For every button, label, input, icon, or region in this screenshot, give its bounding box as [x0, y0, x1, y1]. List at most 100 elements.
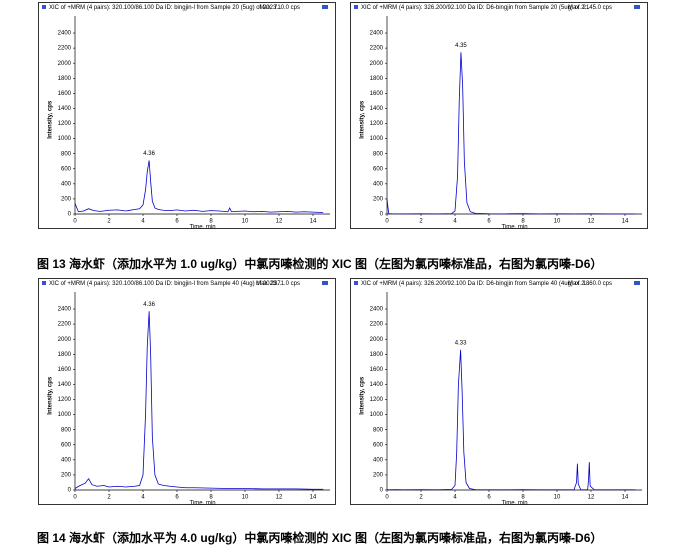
- x-tick-label: 2: [107, 219, 111, 225]
- x-tick-label: 4: [453, 495, 457, 501]
- x-axis-label: Time, min: [501, 501, 527, 505]
- y-tick-label: 1200: [58, 397, 72, 403]
- y-tick-label: 2400: [58, 307, 72, 313]
- header: XIC of +MRM (4 pairs): 320.100/86.100 Da…: [49, 5, 282, 11]
- y-tick-label: 1000: [370, 412, 384, 418]
- y-tick-label: 800: [61, 427, 72, 433]
- chromatogram: XIC of +MRM (4 pairs): 326.200/92.100 Da…: [350, 2, 648, 229]
- x-tick-label: 4: [141, 495, 145, 501]
- y-axis-label: Intensity, cps: [48, 100, 54, 139]
- x-tick-label: 2: [419, 495, 423, 501]
- y-tick-label: 1400: [370, 382, 384, 388]
- header-icon: [322, 5, 328, 9]
- header-icon: [354, 281, 358, 285]
- x-tick-label: 8: [521, 495, 525, 501]
- x-tick-label: 12: [588, 495, 595, 501]
- y-tick-label: 2200: [370, 46, 384, 52]
- y-tick-label: 1600: [370, 91, 384, 97]
- y-tick-label: 1400: [58, 382, 72, 388]
- x-axis-label: Time, min: [189, 501, 215, 505]
- y-axis-label: Intensity, cps: [360, 376, 366, 415]
- frame: [38, 278, 336, 505]
- y-tick-label: 1600: [370, 367, 384, 373]
- y-tick-label: 1200: [58, 121, 72, 127]
- y-tick-label: 0: [380, 488, 384, 494]
- x-axis-label: Time, min: [501, 225, 527, 229]
- x-tick-label: 14: [310, 495, 317, 501]
- x-tick-label: 6: [175, 219, 179, 225]
- header: XIC of +MRM (4 pairs): 326.200/92.100 Da…: [361, 5, 590, 11]
- x-tick-label: 4: [453, 219, 457, 225]
- y-tick-label: 0: [68, 488, 72, 494]
- x-axis-label: Time, min: [189, 225, 215, 229]
- header-icon: [634, 5, 640, 9]
- trace: [386, 349, 636, 491]
- x-tick-label: 14: [622, 495, 629, 501]
- frame: [350, 278, 648, 505]
- y-tick-label: 1200: [370, 397, 384, 403]
- y-tick-label: 200: [61, 472, 72, 478]
- peak-label: 4.35: [455, 43, 467, 49]
- y-tick-label: 200: [373, 196, 384, 202]
- frame: [350, 2, 648, 229]
- y-tick-label: 1600: [58, 367, 72, 373]
- max-label: Max. 2371.0 cps: [256, 281, 300, 287]
- y-tick-label: 2400: [370, 307, 384, 313]
- x-tick-label: 10: [554, 219, 561, 225]
- y-tick-label: 800: [373, 427, 384, 433]
- x-tick-label: 2: [107, 495, 111, 501]
- y-tick-label: 200: [61, 196, 72, 202]
- x-tick-label: 8: [209, 495, 213, 501]
- y-tick-label: 400: [373, 457, 384, 463]
- header-icon: [634, 281, 640, 285]
- x-tick-label: 12: [588, 219, 595, 225]
- frame: [38, 2, 336, 229]
- y-tick-label: 600: [373, 442, 384, 448]
- x-tick-label: 10: [242, 495, 249, 501]
- x-tick-label: 2: [419, 219, 423, 225]
- y-tick-label: 600: [61, 442, 72, 448]
- x-tick-label: 6: [487, 219, 491, 225]
- y-tick-label: 2400: [370, 31, 384, 37]
- x-tick-label: 8: [521, 219, 525, 225]
- y-tick-label: 1800: [58, 352, 72, 358]
- y-tick-label: 2400: [58, 31, 72, 37]
- y-tick-label: 1000: [370, 136, 384, 142]
- y-tick-label: 2200: [58, 322, 72, 328]
- x-tick-label: 6: [487, 495, 491, 501]
- x-tick-label: 0: [73, 495, 77, 501]
- header-icon: [42, 5, 46, 9]
- y-tick-label: 400: [61, 181, 72, 187]
- y-tick-label: 1000: [58, 412, 72, 418]
- y-axis-label: Intensity, cps: [360, 100, 366, 139]
- x-tick-label: 12: [276, 219, 283, 225]
- header-icon: [42, 281, 46, 285]
- y-tick-label: 600: [61, 166, 72, 172]
- y-tick-label: 800: [61, 151, 72, 157]
- trace: [386, 52, 636, 215]
- y-tick-label: 1800: [370, 76, 384, 82]
- y-tick-label: 2000: [58, 337, 72, 343]
- y-tick-label: 2200: [370, 322, 384, 328]
- x-tick-label: 0: [385, 495, 389, 501]
- x-tick-label: 8: [209, 219, 213, 225]
- y-tick-label: 2000: [370, 337, 384, 343]
- chromatogram: XIC of +MRM (4 pairs): 320.100/86.100 Da…: [38, 278, 336, 505]
- y-tick-label: 2000: [370, 61, 384, 67]
- y-tick-label: 200: [373, 472, 384, 478]
- x-tick-label: 12: [276, 495, 283, 501]
- y-tick-label: 2000: [58, 61, 72, 67]
- y-tick-label: 1200: [370, 121, 384, 127]
- peak-label: 4.36: [143, 151, 155, 157]
- y-tick-label: 1600: [58, 91, 72, 97]
- header: XIC of +MRM (4 pairs): 320.100/86.100 Da…: [49, 281, 282, 287]
- x-tick-label: 10: [242, 219, 249, 225]
- header-icon: [354, 5, 358, 9]
- y-tick-label: 400: [61, 457, 72, 463]
- y-tick-label: 1800: [58, 76, 72, 82]
- max-label: Max. 1860.0 cps: [568, 281, 612, 287]
- y-tick-label: 2200: [58, 46, 72, 52]
- peak-label: 4.33: [455, 340, 467, 346]
- y-tick-label: 1400: [370, 106, 384, 112]
